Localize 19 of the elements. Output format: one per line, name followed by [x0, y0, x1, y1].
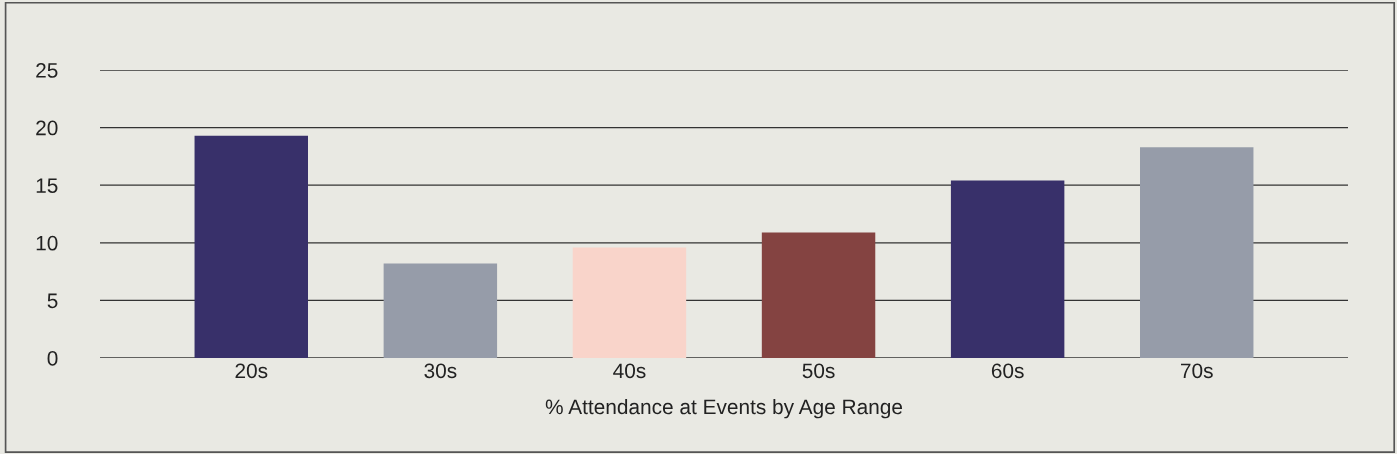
x-tick-label: 50s — [802, 363, 835, 379]
y-tick-label: 25 — [36, 63, 58, 78]
x-axis-title: % Attendance at Events by Age Range — [545, 398, 903, 419]
y-tick-label: 5 — [47, 293, 58, 309]
x-tick-label: 60s — [991, 363, 1024, 379]
y-tick-label: 20 — [36, 120, 58, 136]
bar — [383, 263, 498, 358]
bar — [950, 180, 1065, 358]
y-tick-label: 15 — [36, 178, 58, 193]
bar — [761, 232, 876, 358]
bar — [572, 247, 687, 358]
bar — [194, 135, 308, 358]
x-tick-label: 30s — [424, 363, 457, 379]
x-tick-label: 40s — [613, 363, 646, 379]
y-tick-label: 0 — [47, 351, 58, 366]
bar — [1140, 147, 1254, 358]
y-tick-label: 10 — [36, 235, 58, 251]
x-tick-label: 70s — [1181, 363, 1213, 379]
x-tick-label: 20s — [235, 363, 268, 379]
